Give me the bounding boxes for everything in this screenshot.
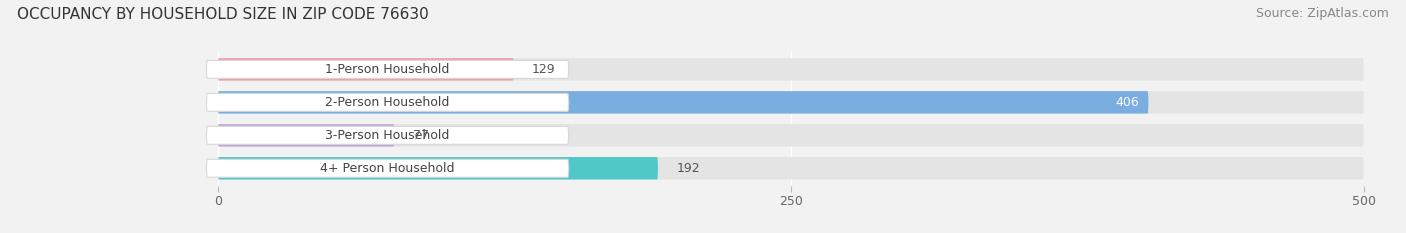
FancyBboxPatch shape bbox=[207, 126, 568, 144]
FancyBboxPatch shape bbox=[218, 91, 1149, 113]
Text: 3-Person Household: 3-Person Household bbox=[325, 129, 450, 142]
Text: 1-Person Household: 1-Person Household bbox=[325, 63, 450, 76]
FancyBboxPatch shape bbox=[207, 93, 568, 111]
FancyBboxPatch shape bbox=[218, 58, 1364, 81]
Text: 406: 406 bbox=[1115, 96, 1139, 109]
Text: 192: 192 bbox=[676, 162, 700, 175]
FancyBboxPatch shape bbox=[218, 58, 513, 81]
FancyBboxPatch shape bbox=[218, 91, 1364, 113]
Text: 4+ Person Household: 4+ Person Household bbox=[321, 162, 454, 175]
Text: Source: ZipAtlas.com: Source: ZipAtlas.com bbox=[1256, 7, 1389, 20]
Text: 77: 77 bbox=[413, 129, 429, 142]
FancyBboxPatch shape bbox=[218, 124, 395, 147]
Text: 129: 129 bbox=[531, 63, 555, 76]
FancyBboxPatch shape bbox=[218, 157, 1364, 179]
Text: OCCUPANCY BY HOUSEHOLD SIZE IN ZIP CODE 76630: OCCUPANCY BY HOUSEHOLD SIZE IN ZIP CODE … bbox=[17, 7, 429, 22]
FancyBboxPatch shape bbox=[218, 157, 658, 179]
Text: 2-Person Household: 2-Person Household bbox=[325, 96, 450, 109]
FancyBboxPatch shape bbox=[207, 60, 568, 78]
FancyBboxPatch shape bbox=[207, 159, 568, 177]
FancyBboxPatch shape bbox=[218, 124, 1364, 147]
